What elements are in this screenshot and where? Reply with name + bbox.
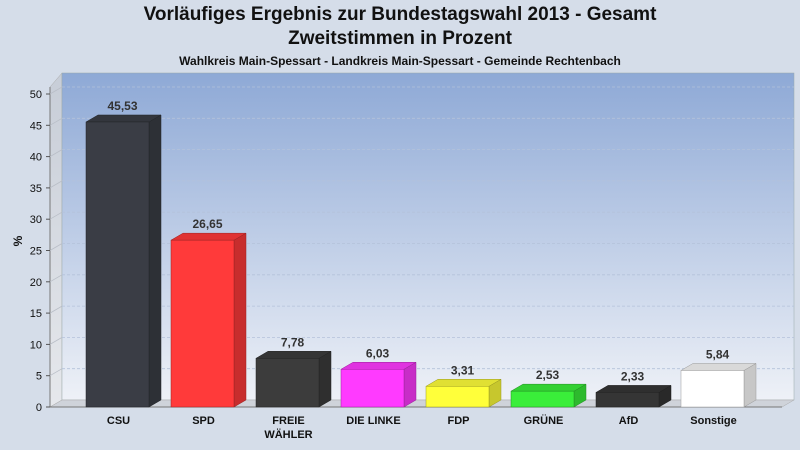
x-tick-label: GRÜNE (524, 414, 564, 427)
grid-line-side (49, 180, 63, 189)
bar-side (318, 350, 332, 408)
bar-top (595, 385, 672, 393)
y-tick-label: 10 (30, 339, 42, 351)
bar-side (743, 363, 757, 408)
y-tick-label: 5 (36, 371, 42, 383)
chart-location: Wahlkreis Main-Spessart - Landkreis Main… (179, 54, 621, 68)
bar-top (85, 114, 162, 123)
chart-title: Vorläufiges Ergebnis zur Bundestagswahl … (143, 4, 657, 25)
bar-top (680, 363, 757, 371)
x-tick-label: FDP (448, 415, 470, 427)
bar-front (170, 239, 235, 408)
x-tick-label: AfD (619, 415, 639, 427)
bar (170, 232, 247, 408)
grid-line-side (49, 117, 63, 126)
x-tick-label: SPD (192, 415, 215, 427)
bar-value-label: 26,65 (192, 217, 222, 231)
bar-front (510, 390, 575, 408)
bar-side (148, 114, 162, 408)
bar-top (255, 351, 332, 359)
x-tick-label: DIE LINKE (346, 415, 400, 427)
bar-side (233, 232, 247, 408)
bar-front (425, 386, 490, 408)
grid-line-side (49, 149, 63, 157)
grid-line-side (49, 368, 63, 377)
bar-top (340, 362, 417, 370)
grid-line-side (49, 305, 63, 314)
bar-value-label: 7,78 (281, 335, 305, 349)
bar-front (680, 370, 745, 408)
x-tick-label: Sonstige (690, 415, 736, 427)
y-tick-label: 40 (30, 152, 42, 164)
bar (680, 363, 757, 408)
bar-value-label: 2,33 (621, 369, 645, 383)
x-tick-label: CSU (107, 415, 130, 427)
bar (510, 383, 587, 408)
bar-value-label: 6,03 (366, 346, 390, 360)
y-tick-label: 30 (30, 214, 42, 226)
y-axis-label: % (11, 235, 25, 246)
bar-top (425, 379, 502, 387)
bar (595, 384, 672, 408)
bar-value-label: 3,31 (451, 363, 475, 377)
y-tick-label: 0 (36, 402, 42, 414)
bar-front (85, 121, 150, 408)
y-tick-label: 35 (30, 183, 42, 195)
plot-side-wall (49, 72, 63, 408)
y-tick-label: 50 (30, 89, 42, 101)
y-tick-label: 20 (30, 277, 42, 289)
bar-value-label: 2,53 (536, 368, 560, 382)
bar (255, 350, 332, 408)
bar-front (340, 369, 405, 408)
grid-line-side (49, 274, 63, 283)
y-tick-label: 45 (30, 120, 42, 132)
y-tick-label: 15 (30, 308, 42, 320)
bar-top (170, 232, 247, 241)
bar (340, 361, 417, 408)
bar-front (595, 392, 660, 408)
x-tick-label: WÄHLER (264, 428, 312, 441)
bar-top (510, 383, 587, 392)
x-tick-label: FREIE (272, 415, 304, 427)
grid-line-side (49, 211, 63, 220)
bar-value-label: 45,53 (107, 99, 137, 113)
bar-front (255, 358, 320, 408)
bar-side (403, 361, 417, 408)
bar (85, 114, 162, 408)
grid-line-side (49, 243, 63, 251)
bar-value-label: 5,84 (706, 347, 730, 361)
grid-line-side (49, 337, 63, 345)
grid-line-side (49, 86, 63, 95)
y-tick-label: 25 (30, 246, 42, 258)
bar (425, 378, 502, 408)
chart-subtitle: Zweitstimmen in Prozent (288, 28, 512, 49)
